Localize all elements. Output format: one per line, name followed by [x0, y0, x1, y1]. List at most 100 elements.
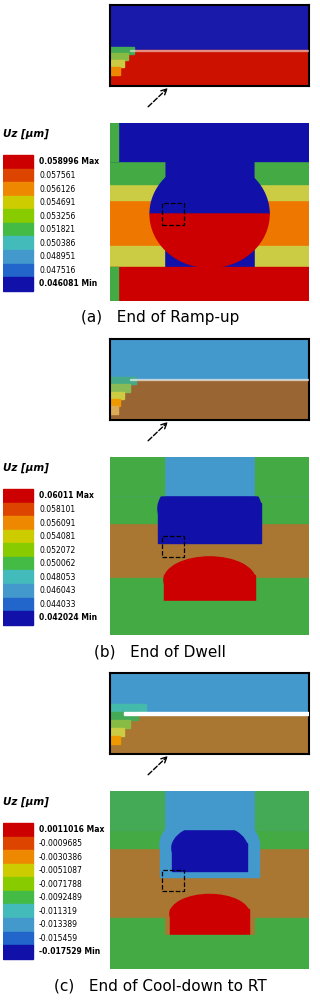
Bar [110, 246, 164, 268]
Bar [164, 575, 255, 601]
Bar [110, 392, 124, 399]
Bar [110, 673, 309, 713]
Bar [3, 557, 33, 570]
Bar [110, 53, 128, 60]
Bar [255, 160, 309, 183]
Bar [110, 703, 146, 711]
Bar [3, 222, 33, 236]
Text: (b)   End of Dwell: (b) End of Dwell [94, 644, 226, 659]
Bar [170, 909, 249, 936]
Bar [3, 155, 33, 168]
Bar [110, 380, 309, 420]
Bar [3, 530, 33, 543]
Polygon shape [150, 160, 269, 214]
Bar [110, 123, 309, 160]
Bar [172, 843, 247, 872]
Ellipse shape [170, 895, 249, 934]
Bar [110, 268, 309, 302]
Bar [255, 491, 309, 601]
Bar [3, 905, 33, 918]
Bar [3, 209, 33, 222]
Bar [124, 711, 309, 715]
Text: Uz [μm]: Uz [μm] [3, 797, 49, 807]
Bar [162, 535, 184, 557]
Text: 0.044033: 0.044033 [39, 600, 76, 609]
Text: 0.052072: 0.052072 [39, 546, 75, 555]
Bar [164, 825, 255, 936]
Ellipse shape [160, 813, 259, 877]
Bar [3, 264, 33, 278]
Bar [160, 841, 259, 877]
Bar [164, 157, 255, 268]
Bar [130, 49, 309, 51]
Text: 0.051821: 0.051821 [39, 225, 75, 234]
Bar [110, 936, 309, 969]
Bar [110, 918, 164, 936]
Text: 0.054691: 0.054691 [39, 198, 76, 207]
Bar [130, 379, 309, 381]
Text: (c)   End of Cool-down to RT: (c) End of Cool-down to RT [54, 978, 266, 993]
Text: -0.0051087: -0.0051087 [39, 866, 83, 875]
Bar [255, 157, 309, 199]
Bar [255, 246, 309, 268]
Bar [110, 601, 309, 635]
Ellipse shape [164, 557, 255, 603]
Bar [110, 406, 118, 414]
Text: 0.056126: 0.056126 [39, 184, 75, 193]
Text: -0.015459: -0.015459 [39, 934, 78, 943]
Bar [110, 491, 164, 601]
Bar [110, 339, 309, 380]
Ellipse shape [172, 825, 247, 872]
Ellipse shape [158, 475, 261, 543]
Bar [110, 47, 134, 54]
Text: 0.058996 Max: 0.058996 Max [39, 157, 99, 166]
Text: 0.046043: 0.046043 [39, 586, 76, 595]
Bar [110, 457, 164, 495]
Bar [110, 67, 120, 75]
Bar [3, 236, 33, 249]
Text: 0.053256: 0.053256 [39, 211, 76, 220]
Bar [110, 268, 118, 302]
Bar [110, 491, 164, 523]
Bar [3, 503, 33, 516]
Bar [110, 157, 164, 268]
Bar [255, 457, 309, 495]
Bar [110, 736, 120, 744]
Bar [3, 891, 33, 905]
Bar [255, 578, 309, 601]
Bar [3, 597, 33, 611]
Bar [255, 792, 309, 829]
Text: 0.046081 Min: 0.046081 Min [39, 280, 97, 289]
Bar [3, 584, 33, 597]
Text: 0.06011 Max: 0.06011 Max [39, 491, 94, 500]
Text: 0.042024 Min: 0.042024 Min [39, 613, 97, 622]
Text: -0.0071788: -0.0071788 [39, 880, 83, 889]
Text: Uz [μm]: Uz [μm] [3, 463, 49, 473]
Bar [3, 837, 33, 851]
Text: -0.011319: -0.011319 [39, 907, 78, 916]
Polygon shape [150, 214, 269, 268]
Text: 0.0011016 Max: 0.0011016 Max [39, 826, 104, 835]
Bar [255, 491, 309, 523]
Bar [3, 851, 33, 864]
Bar [110, 160, 164, 183]
Bar [3, 195, 33, 209]
Text: 0.054081: 0.054081 [39, 532, 75, 541]
Text: 0.057561: 0.057561 [39, 171, 76, 180]
Text: 0.047516: 0.047516 [39, 266, 76, 275]
Text: -0.017529 Min: -0.017529 Min [39, 947, 100, 956]
Bar [110, 825, 164, 936]
Bar [3, 168, 33, 182]
Bar [3, 570, 33, 584]
Bar [110, 578, 164, 601]
Text: 0.048053: 0.048053 [39, 573, 76, 582]
Bar [3, 611, 33, 624]
Text: 0.050062: 0.050062 [39, 559, 76, 568]
Bar [162, 203, 184, 224]
Bar [164, 491, 255, 601]
Bar [162, 870, 184, 891]
Bar [3, 182, 33, 195]
Bar [110, 60, 124, 67]
Text: -0.0092489: -0.0092489 [39, 893, 83, 902]
Bar [3, 278, 33, 291]
